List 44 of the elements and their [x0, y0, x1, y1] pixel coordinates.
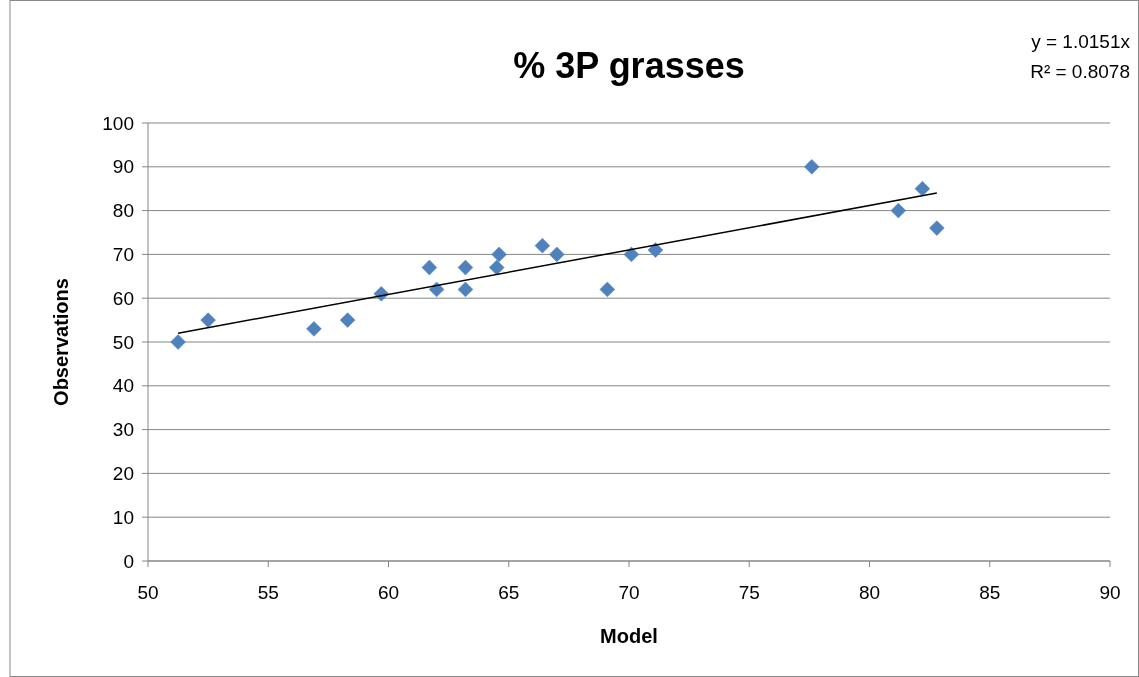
point [306, 321, 322, 337]
x-tick-label: 65 [498, 582, 520, 603]
text: R² = 0.8078 [1030, 61, 1130, 82]
text: y = 1.0151x [1031, 31, 1131, 52]
point [534, 237, 551, 254]
point [914, 181, 931, 197]
y-tick-label: 30 [112, 419, 134, 441]
x-axis-title: Model [600, 625, 658, 647]
y-tick-label: 60 [112, 287, 134, 309]
point [623, 246, 640, 263]
point [929, 220, 945, 236]
y-axis-title: Observations [50, 278, 72, 406]
point [890, 202, 907, 219]
point [339, 312, 356, 328]
chart-title: % 3P grasses [513, 45, 745, 86]
point [457, 281, 474, 298]
x-tick-label: 80 [858, 582, 881, 603]
x-tick-label: 75 [738, 582, 760, 603]
y-tick-label: 90 [112, 156, 134, 178]
y-tick-label: 70 [112, 244, 134, 266]
point [549, 246, 565, 263]
y-tick-label: 100 [102, 112, 134, 134]
point [457, 259, 474, 276]
point [170, 334, 186, 350]
y-tick-label: 20 [112, 463, 134, 485]
y-tick-label: 40 [112, 375, 134, 397]
point [491, 246, 507, 263]
y-tick-label: 80 [112, 200, 134, 222]
y-tick-label: 0 [123, 550, 134, 572]
x-tick-label: 60 [377, 582, 400, 603]
y-tick-label: 10 [112, 506, 134, 528]
point [489, 259, 505, 276]
point [428, 281, 445, 298]
x-tick-label: 55 [257, 582, 279, 603]
point [647, 242, 664, 258]
x-tick-label: 85 [979, 582, 1001, 603]
point [804, 159, 820, 175]
x-tick-label: 50 [137, 582, 159, 603]
point [421, 259, 438, 276]
x-tick-label: 70 [618, 582, 640, 603]
point [200, 312, 216, 328]
point [599, 281, 616, 298]
y-tick-label: 50 [112, 331, 134, 353]
x-tick-label: 90 [1099, 582, 1121, 603]
